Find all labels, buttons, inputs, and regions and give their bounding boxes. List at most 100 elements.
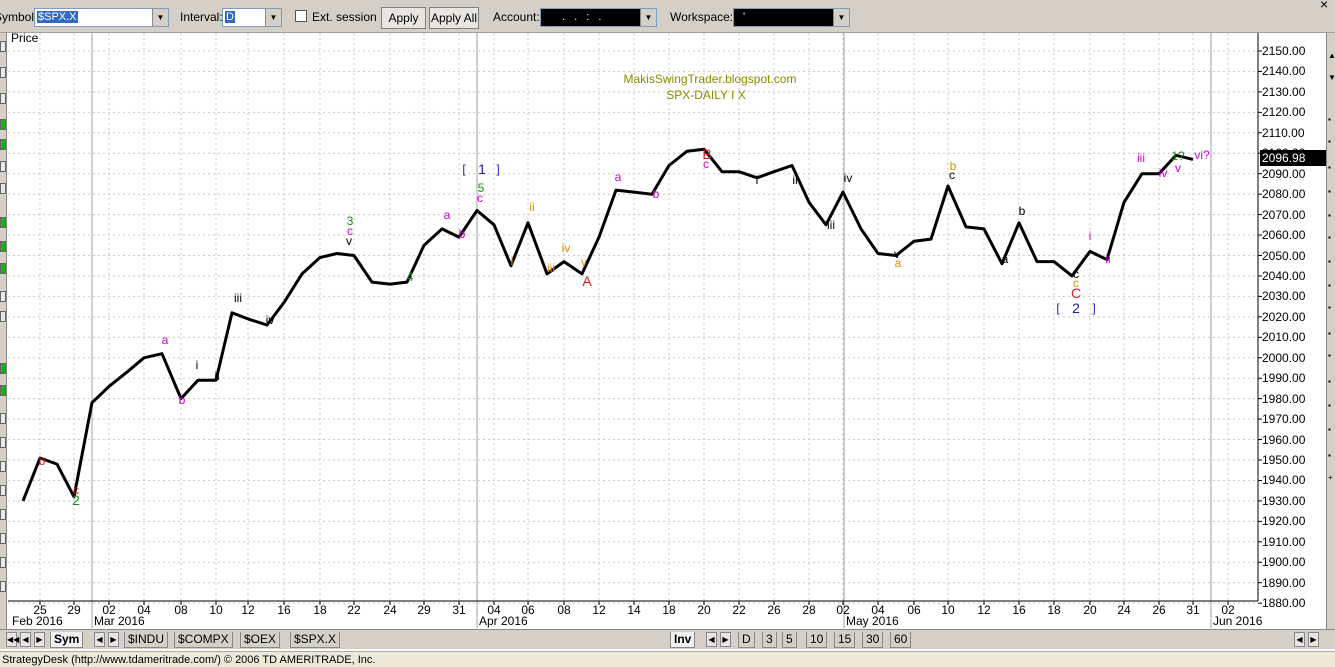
- apply-button[interactable]: Apply: [381, 7, 426, 29]
- price-panel-label: Price: [11, 31, 39, 45]
- tool-button[interactable]: [0, 263, 6, 274]
- tab-sym[interactable]: Sym: [50, 632, 84, 648]
- wave-label: [: [462, 162, 466, 176]
- time-tick-label: 29: [417, 603, 431, 617]
- tool-button[interactable]: [0, 119, 6, 130]
- tool-button[interactable]: [0, 413, 6, 424]
- tool-glyph-icon[interactable]: ▪: [1328, 425, 1331, 434]
- tool-button[interactable]: [0, 67, 6, 78]
- tool-button[interactable]: [0, 437, 6, 448]
- prev-page-icon[interactable]: ◀: [20, 632, 31, 647]
- tool-glyph-icon[interactable]: ▪: [1328, 329, 1331, 338]
- chevron-down-icon[interactable]: ▼: [265, 9, 281, 26]
- next-interval-icon[interactable]: ▶: [720, 632, 731, 647]
- wave-label: v: [346, 234, 352, 248]
- interval-label: Interval:: [180, 10, 223, 24]
- tab-interval[interactable]: 5: [782, 632, 797, 648]
- tool-glyph-icon[interactable]: ▪: [1328, 163, 1331, 172]
- account-label: Account:: [493, 10, 540, 24]
- tab-symbol[interactable]: $SPX.X: [290, 632, 341, 648]
- close-icon[interactable]: ×: [1320, 0, 1329, 12]
- wave-label: a: [443, 208, 451, 222]
- tool-glyph-icon[interactable]: ▪: [1328, 303, 1331, 312]
- tool-button[interactable]: [0, 581, 6, 592]
- tool-glyph-icon[interactable]: ▪: [1328, 137, 1331, 146]
- chart-title-source: MakisSwingTrader.blogspot.com: [623, 72, 797, 86]
- ext-session-checkbox[interactable]: [295, 10, 307, 22]
- prev-symbol-icon[interactable]: ◀: [94, 632, 105, 647]
- next-symbol-icon[interactable]: ▶: [108, 632, 119, 647]
- tab-interval[interactable]: 60: [890, 632, 912, 648]
- tool-glyph-icon[interactable]: ▪: [1328, 377, 1331, 386]
- time-tick-label: 02: [836, 603, 850, 617]
- tool-button[interactable]: [0, 363, 6, 374]
- tab-symbol[interactable]: $COMPX: [174, 632, 233, 648]
- tab-symbol[interactable]: $INDU: [124, 632, 169, 648]
- tool-button[interactable]: [0, 385, 6, 396]
- wave-label: ii: [792, 173, 798, 187]
- apply-all-button[interactable]: Apply All: [429, 7, 479, 29]
- tab-interval[interactable]: 30: [862, 632, 884, 648]
- interval-combo[interactable]: D ▼: [222, 8, 282, 27]
- tool-button[interactable]: [0, 217, 6, 228]
- tool-glyph-icon[interactable]: ▪: [1328, 211, 1331, 220]
- tool-glyph-icon[interactable]: ▼: [1328, 73, 1335, 82]
- tool-glyph-icon[interactable]: ▪: [1328, 115, 1331, 124]
- wave-label: a: [614, 170, 622, 184]
- scroll-right-icon[interactable]: ▶: [1308, 632, 1319, 647]
- tool-button[interactable]: [0, 139, 6, 150]
- next-page-icon[interactable]: ▶: [34, 632, 45, 647]
- wave-label: 1?: [1171, 149, 1185, 163]
- chevron-down-icon[interactable]: ▼: [640, 9, 656, 26]
- tool-glyph-icon[interactable]: ▲: [1328, 51, 1335, 60]
- tab-interval[interactable]: 15: [834, 632, 856, 648]
- tool-button[interactable]: [0, 311, 6, 322]
- interval-value[interactable]: D: [225, 11, 235, 23]
- first-page-icon[interactable]: ◀◀: [6, 632, 19, 647]
- plus-icon[interactable]: +: [1328, 473, 1333, 482]
- symbol-label: Symbol:: [0, 10, 38, 24]
- tool-glyph-icon[interactable]: ▪: [1328, 257, 1331, 266]
- account-value[interactable]: . . : .: [562, 11, 605, 23]
- account-combo[interactable]: . . : . ▼: [540, 8, 657, 27]
- right-toolbar: ▲ ▼ ▪ ▪ ▪ ▪ ▪ ▪ ▪ ▪ ▪ ▪ ▪ ▪ ▪ ▪ ▪ +: [1326, 33, 1335, 629]
- price-tick-label: 1950.00: [1262, 453, 1306, 467]
- tool-glyph-icon[interactable]: ▪: [1328, 233, 1331, 242]
- tab-symbol[interactable]: $OEX: [240, 632, 281, 648]
- tool-glyph-icon[interactable]: ▪: [1328, 401, 1331, 410]
- tool-glyph-icon[interactable]: ▪: [1328, 451, 1331, 460]
- tool-glyph-icon[interactable]: ▪: [1328, 187, 1331, 196]
- tool-button[interactable]: [0, 41, 6, 52]
- tool-button[interactable]: [0, 557, 6, 568]
- workspace-value[interactable]: ': [743, 11, 749, 23]
- tab-interval[interactable]: D: [738, 632, 755, 648]
- tool-button[interactable]: [0, 291, 6, 302]
- workspace-label: Workspace:: [670, 10, 734, 24]
- tab-inv[interactable]: Inv: [670, 632, 696, 648]
- tool-glyph-icon[interactable]: ▪: [1328, 281, 1331, 290]
- tab-interval[interactable]: 3: [762, 632, 777, 648]
- tool-button[interactable]: [0, 509, 6, 520]
- price-tick-label: 1970.00: [1262, 412, 1306, 427]
- tab-interval[interactable]: 10: [806, 632, 828, 648]
- bottom-tab-bar: ◀◀ ◀ ▶ Sym ◀ ▶ $INDU $COMPX $OEX $SPX.X …: [0, 629, 1335, 649]
- wave-label: b: [1018, 204, 1026, 218]
- workspace-combo[interactable]: ' ▼: [733, 8, 850, 27]
- symbol-combo[interactable]: $SPX.X ▼: [34, 8, 169, 27]
- tool-glyph-icon[interactable]: ▪: [1328, 351, 1331, 360]
- tool-button[interactable]: [0, 161, 6, 172]
- tool-button[interactable]: [0, 485, 6, 496]
- tool-button[interactable]: [0, 183, 6, 194]
- wave-label: iii: [827, 218, 835, 232]
- tool-button[interactable]: [0, 93, 6, 104]
- tool-button[interactable]: [0, 533, 6, 544]
- prev-interval-icon[interactable]: ◀: [706, 632, 717, 647]
- tool-button[interactable]: [0, 241, 6, 252]
- chevron-down-icon[interactable]: ▼: [152, 9, 168, 26]
- symbol-value[interactable]: $SPX.X: [37, 11, 78, 23]
- chevron-down-icon[interactable]: ▼: [833, 9, 849, 26]
- wave-label: c: [347, 224, 353, 238]
- scroll-left-icon[interactable]: ◀: [1294, 632, 1305, 647]
- tool-button[interactable]: [0, 461, 6, 472]
- time-tick-label: 20: [697, 603, 711, 617]
